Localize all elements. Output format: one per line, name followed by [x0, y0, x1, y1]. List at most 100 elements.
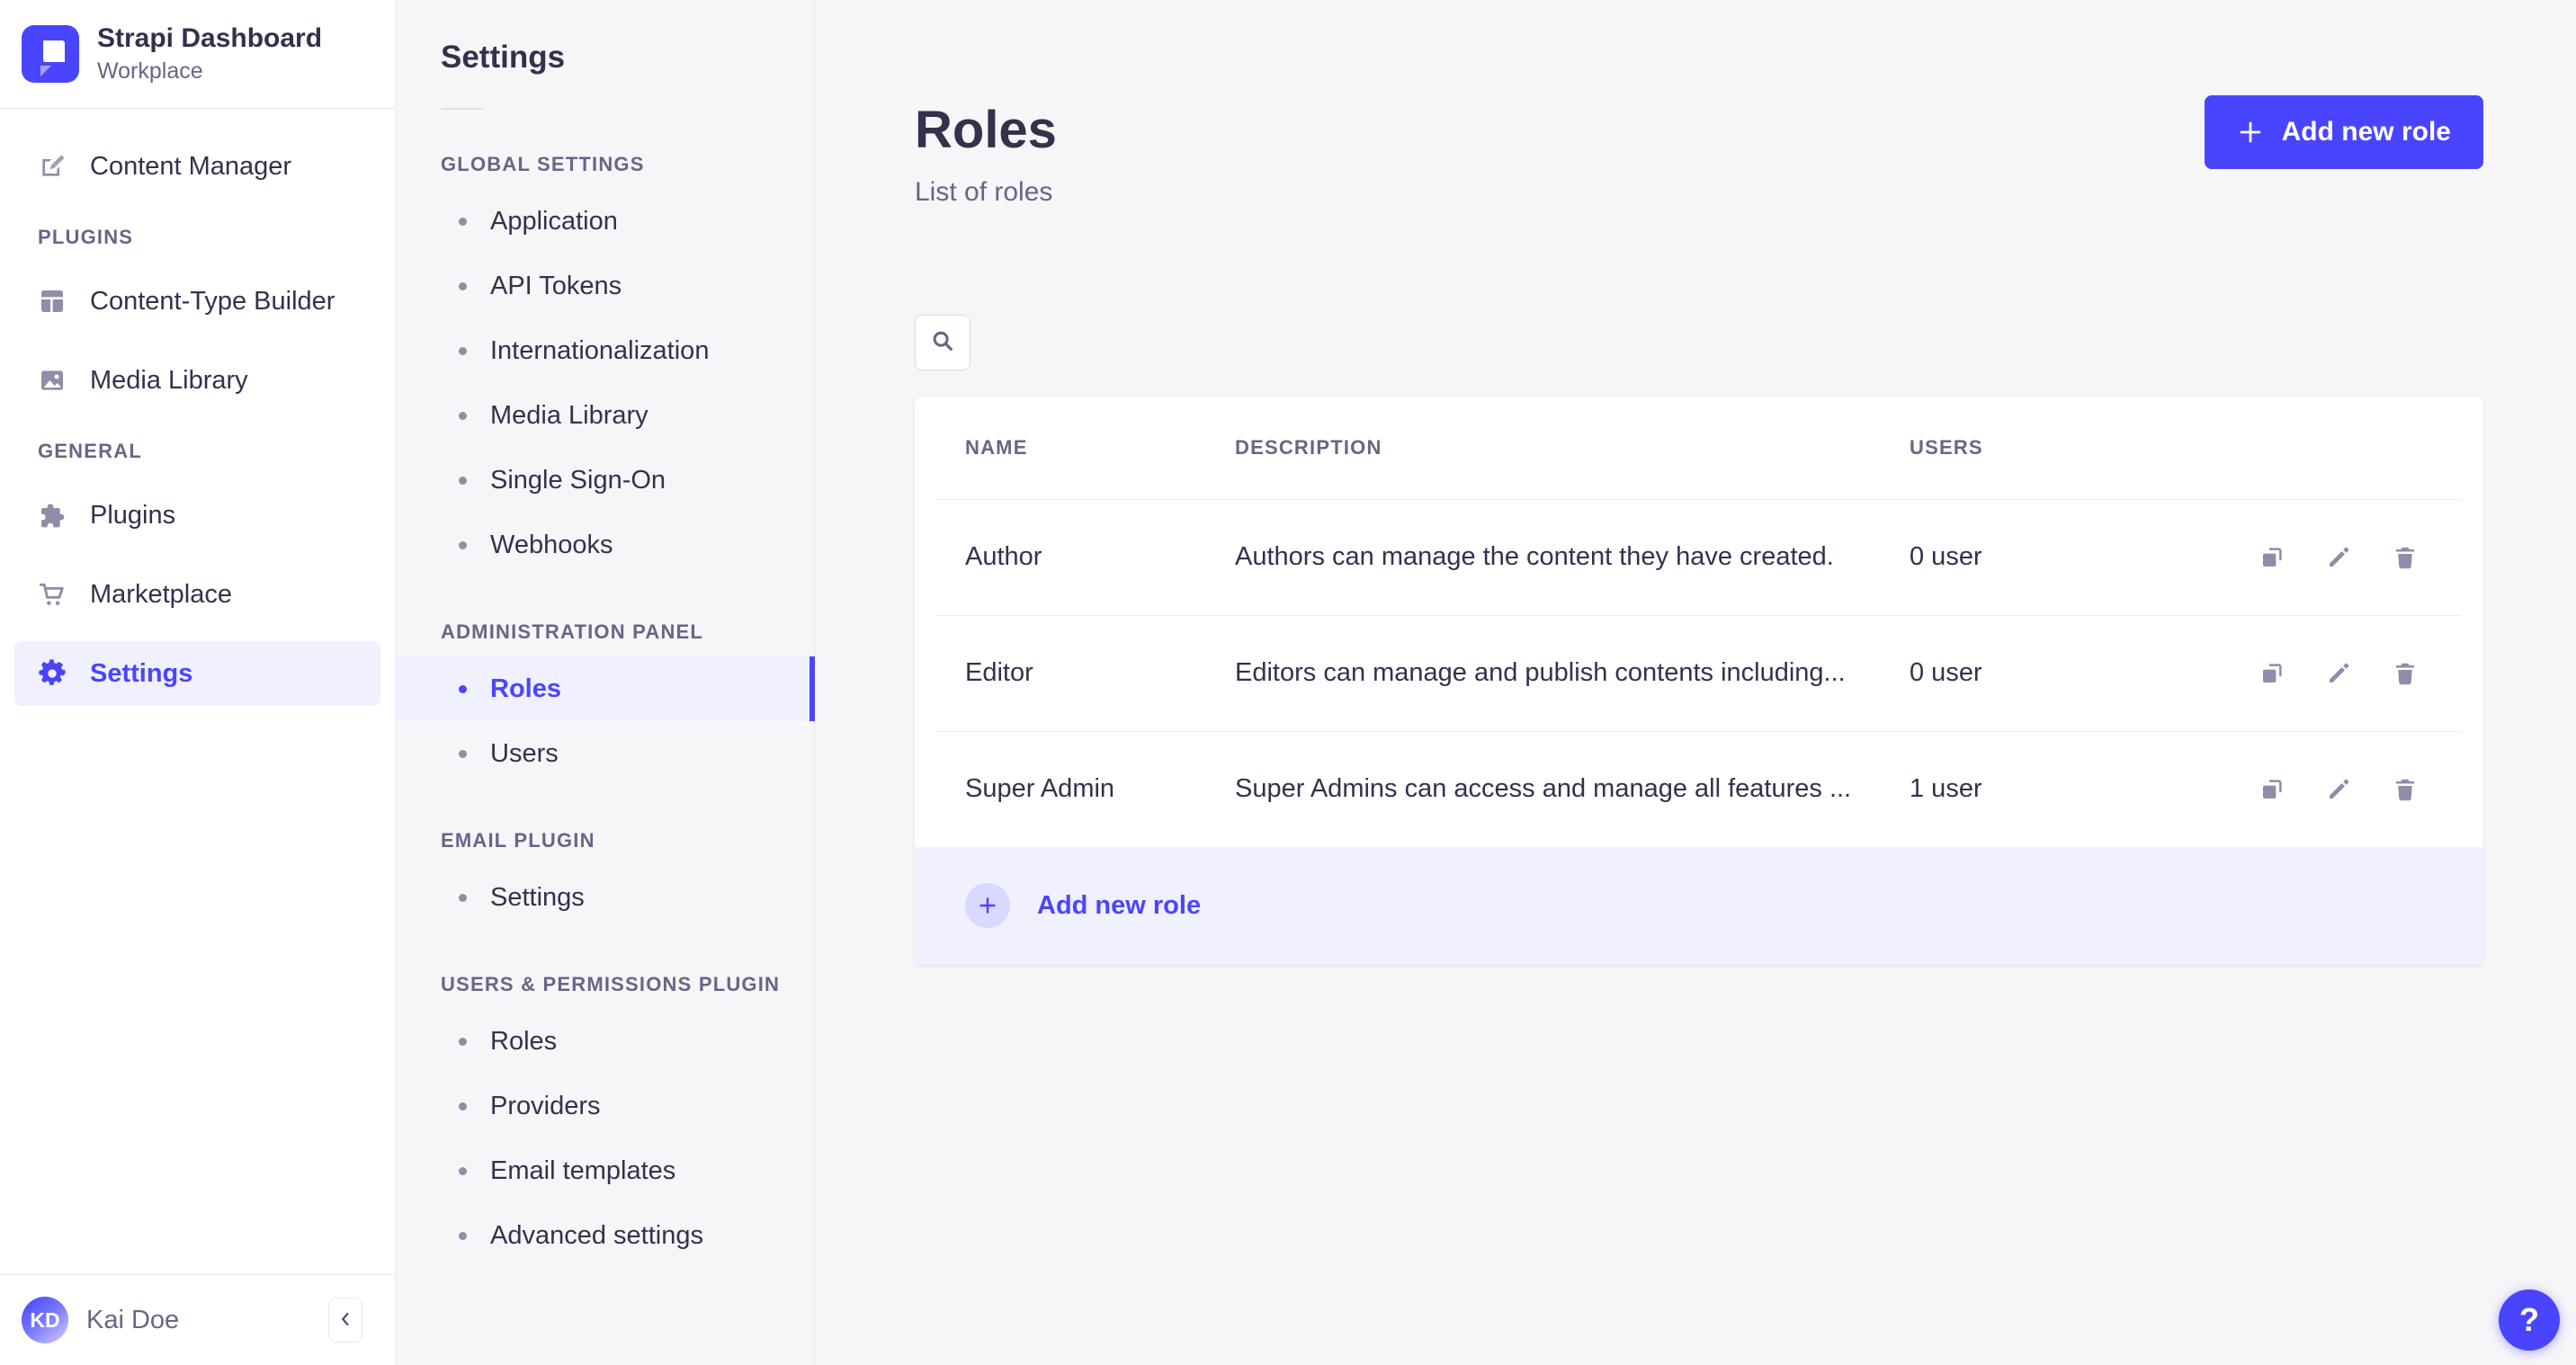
subnav-section-email-plugin: EMAIL PLUGIN [441, 829, 595, 852]
user-profile[interactable]: KD Kai Doe [0, 1274, 395, 1365]
trash-icon [2392, 776, 2419, 803]
subnav-item-label: Settings [490, 882, 585, 912]
subnav-item-label: Email templates [490, 1155, 676, 1185]
workspace-name: Workplace [97, 58, 203, 84]
column-header-description: DESCRIPTION [1235, 435, 1382, 459]
column-header-users: USERS [1910, 435, 1983, 459]
edit-role-button[interactable] [2325, 660, 2352, 687]
roles-table-card: NAME DESCRIPTION USERS Author Authors ca… [915, 396, 2483, 965]
sidebar-item-settings[interactable]: Settings [14, 641, 380, 706]
row-actions [2199, 660, 2433, 687]
page-title: Roles [915, 101, 1057, 159]
role-name: Editor [965, 658, 1033, 688]
subnav-item-email-templates[interactable]: Email templates [396, 1138, 814, 1203]
page-subtitle: List of roles [915, 176, 1053, 207]
add-new-role-button[interactable]: Add new role [2204, 95, 2483, 169]
bullet-icon [459, 476, 467, 485]
table-row[interactable]: Super Admin Super Admins can access and … [936, 730, 2462, 847]
table-row[interactable]: Author Authors can manage the content th… [936, 498, 2462, 615]
duplicate-role-button[interactable] [2258, 776, 2285, 803]
subnav-item-media-library[interactable]: Media Library [396, 383, 814, 448]
subnav-item-email-settings[interactable]: Settings [396, 865, 814, 930]
delete-role-button[interactable] [2392, 544, 2419, 571]
collapse-sidebar-button[interactable] [328, 1298, 362, 1343]
page-header: Roles List of roles Add new role [815, 0, 2576, 208]
subnav-section-users-permissions-plugin: USERS & PERMISSIONS PLUGIN [441, 973, 781, 995]
sidebar-item-marketplace[interactable]: Marketplace [14, 562, 380, 627]
row-actions [2199, 776, 2433, 803]
pen-icon [38, 152, 67, 181]
strapi-logo-icon [22, 25, 79, 83]
settings-subnav: Settings GLOBAL SETTINGS Application API… [396, 0, 815, 1365]
pencil-icon [2325, 544, 2352, 571]
sidebar-divider [0, 108, 395, 109]
workspace-switcher[interactable]: Strapi Dashboard Workplace [0, 0, 395, 108]
bullet-icon [459, 281, 467, 290]
role-users-count: 1 user [1910, 774, 1982, 804]
sidebar-item-content-type-builder[interactable]: Content-Type Builder [14, 269, 380, 334]
edit-role-button[interactable] [2325, 776, 2352, 803]
subnav-item-label: Roles [490, 1026, 558, 1056]
subnav-section-administration-panel: ADMINISTRATION PANEL [441, 620, 704, 643]
search-button[interactable] [915, 314, 970, 370]
subnav-item-up-roles[interactable]: Roles [396, 1009, 814, 1074]
help-button[interactable]: ? [2499, 1289, 2560, 1351]
bullet-icon [459, 1166, 467, 1175]
chevron-left-icon [335, 1309, 355, 1332]
subnav-item-application[interactable]: Application [396, 189, 814, 254]
sidebar-item-media-library[interactable]: Media Library [14, 348, 380, 413]
bullet-icon [459, 1037, 467, 1046]
role-description: Super Admins can access and manage all f… [1235, 774, 1852, 804]
table-header-row: NAME DESCRIPTION USERS [936, 397, 2462, 499]
subnav-item-label: Providers [490, 1091, 601, 1120]
bullet-icon [459, 217, 467, 226]
subnav-item-label: API Tokens [490, 271, 622, 300]
table-row[interactable]: Editor Editors can manage and publish co… [936, 614, 2462, 731]
subnav-item-webhooks[interactable]: Webhooks [396, 513, 814, 577]
subnav-item-label: Single Sign-On [490, 465, 666, 495]
subnav-section-global-settings: GLOBAL SETTINGS [441, 153, 645, 175]
add-new-role-footer-button[interactable]: Add new role [915, 846, 2483, 965]
question-mark-icon: ? [2519, 1301, 2539, 1338]
app-sidebar: Strapi Dashboard Workplace Content Manag… [0, 0, 396, 1365]
sidebar-section-plugins: PLUGINS [38, 226, 134, 248]
search-icon [929, 327, 956, 357]
subnav-title: Settings [441, 40, 566, 75]
delete-role-button[interactable] [2392, 660, 2419, 687]
sidebar-item-label: Marketplace [90, 579, 232, 609]
duplicate-role-button[interactable] [2258, 660, 2285, 687]
subnav-item-advanced-settings[interactable]: Advanced settings [396, 1203, 814, 1268]
image-icon [38, 366, 67, 395]
subnav-item-label: Users [490, 738, 559, 768]
sidebar-item-label: Media Library [90, 365, 248, 395]
add-new-role-footer-label: Add new role [1037, 890, 1202, 920]
duplicate-role-button[interactable] [2258, 544, 2285, 571]
subnav-item-internationalization[interactable]: Internationalization [396, 318, 814, 383]
subnav-item-api-tokens[interactable]: API Tokens [396, 254, 814, 318]
subnav-item-providers[interactable]: Providers [396, 1074, 814, 1138]
subnav-item-label: Advanced settings [490, 1220, 703, 1250]
role-description: Authors can manage the content they have… [1235, 542, 1834, 572]
bullet-icon [459, 1231, 467, 1240]
edit-role-button[interactable] [2325, 544, 2352, 571]
bullet-icon [459, 1102, 467, 1111]
main-content: Roles List of roles Add new role NAME DE… [815, 0, 2576, 1365]
sidebar-item-label: Content Manager [90, 151, 292, 181]
sidebar-item-label: Settings [90, 658, 193, 688]
row-actions [2199, 544, 2433, 571]
sidebar-section-general: GENERAL [38, 440, 142, 462]
subnav-item-single-sign-on[interactable]: Single Sign-On [396, 448, 814, 513]
sidebar-item-label: Plugins [90, 500, 176, 530]
sidebar-item-label: Content-Type Builder [90, 286, 335, 316]
sidebar-item-content-manager[interactable]: Content Manager [14, 134, 380, 199]
user-name: Kai Doe [86, 1305, 180, 1334]
sidebar-item-plugins[interactable]: Plugins [14, 483, 380, 548]
subnav-item-roles[interactable]: Roles [396, 656, 815, 721]
delete-role-button[interactable] [2392, 776, 2419, 803]
role-users-count: 0 user [1910, 658, 1982, 688]
duplicate-icon [2258, 544, 2285, 571]
subnav-item-users[interactable]: Users [396, 721, 814, 786]
duplicate-icon [2258, 660, 2285, 687]
pencil-icon [2325, 776, 2352, 803]
pencil-icon [2325, 660, 2352, 687]
